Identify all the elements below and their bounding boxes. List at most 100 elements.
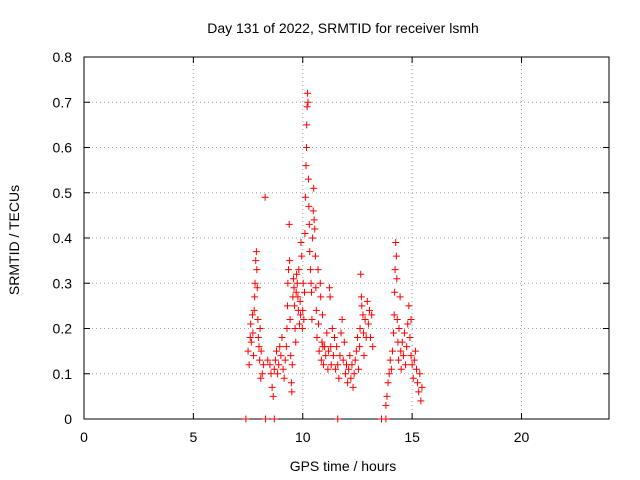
data-point [271,356,279,364]
data-point [301,193,309,201]
data-point [245,361,253,369]
data-point [277,352,285,360]
data-point [297,239,305,247]
y-tick-label: 0.2 [53,321,73,337]
x-tick-label: 20 [514,429,530,445]
data-points [242,89,426,423]
data-point [357,270,365,278]
y-tick-label: 0 [64,411,72,427]
data-point [285,266,293,274]
data-point [259,361,267,369]
data-point [318,338,326,346]
data-point [256,356,264,364]
data-point [360,352,368,360]
y-axis-label: SRMTID / TECUs [6,185,22,295]
data-point [359,311,367,319]
data-point [369,343,377,351]
data-point [364,320,372,328]
data-point [345,365,353,373]
data-point [284,279,292,287]
data-point [252,248,260,256]
data-point [407,315,415,323]
data-point [301,288,308,296]
data-point [242,415,250,423]
data-point [286,257,294,265]
data-point [356,325,364,332]
data-point [356,343,364,351]
data-point [395,356,403,364]
data-point [334,361,342,369]
data-point [257,347,265,355]
data-point [281,356,289,364]
data-point [395,325,403,332]
data-point [409,374,417,382]
data-point [270,415,278,423]
data-point [308,315,316,323]
data-point [311,225,319,233]
data-point [385,370,393,378]
data-point [251,279,259,287]
data-point [363,297,371,305]
data-point [282,343,290,351]
data-point [256,325,264,332]
data-point [247,338,255,346]
data-point [309,207,317,215]
data-point [295,266,303,274]
y-tick-label: 0.4 [53,230,73,246]
data-point [318,311,326,319]
data-point [249,329,257,337]
data-point [295,320,303,328]
data-point [264,356,272,364]
data-point [391,266,399,274]
data-point [386,356,394,364]
y-tick-label: 0.5 [53,185,73,201]
data-point [312,284,320,292]
data-point [302,144,310,151]
data-point [418,383,426,391]
data-point [310,216,318,224]
data-point [304,175,312,183]
data-point [349,383,357,391]
data-point [303,103,311,111]
data-point [330,334,338,342]
data-point [247,320,255,328]
data-point [411,347,419,355]
data-point [340,338,348,346]
data-point [320,361,328,369]
data-point [383,392,391,400]
data-point [255,343,263,351]
tick-marks [83,56,609,420]
data-point [323,329,331,337]
data-point [307,279,315,287]
data-point [396,293,404,301]
data-point [269,392,277,400]
data-point [283,302,291,310]
data-point [397,365,405,373]
data-point [296,297,304,305]
data-point [293,279,301,287]
data-point [278,334,286,342]
data-point [262,415,270,423]
data-point [288,361,296,369]
data-point [283,325,291,332]
data-point [298,252,306,260]
data-point [292,338,300,346]
data-point [292,288,300,296]
data-point [305,220,313,228]
data-point [405,302,413,310]
data-point [327,343,335,351]
data-point [415,388,423,396]
x-tick-label: 15 [404,429,420,445]
data-point [403,343,411,351]
chart-title: Day 131 of 2022, SRMTID for receiver lsm… [207,20,479,36]
data-point [294,293,302,301]
data-point [317,293,325,301]
data-point [365,306,373,314]
data-point [336,352,344,360]
data-point [327,361,335,369]
data-point [268,383,276,391]
data-point [285,220,293,228]
data-point [258,370,266,378]
data-point [287,352,295,360]
